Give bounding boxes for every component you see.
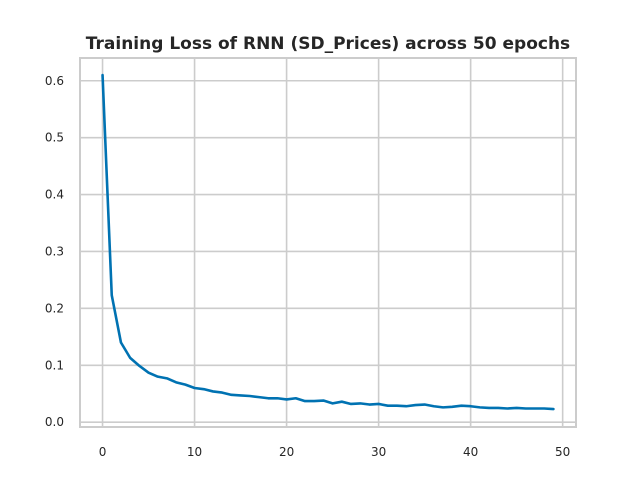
chart-title: Training Loss of RNN (SD_Prices) across … xyxy=(86,34,570,54)
y-tick-label: 0.2 xyxy=(45,301,64,315)
x-tick-label: 40 xyxy=(463,445,478,459)
y-tick-label: 0.1 xyxy=(45,358,64,372)
plot-frame xyxy=(79,57,577,428)
y-tick-label: 0.0 xyxy=(45,415,64,429)
x-tick-label: 20 xyxy=(279,445,294,459)
x-tick-label: 0 xyxy=(99,445,107,459)
y-tick-label: 0.4 xyxy=(45,188,64,202)
y-tick-label: 0.6 xyxy=(45,74,64,88)
axis-ticks: 0 10 20 30 40 50 0.0 0.1 0.2 0.3 0.4 0.5 0.6 xyxy=(45,74,570,459)
y-tick-label: 0.3 xyxy=(45,244,64,258)
training-loss-line xyxy=(101,73,555,411)
grid-lines xyxy=(80,58,576,427)
y-tick-label: 0.5 xyxy=(45,131,64,145)
x-tick-label: 50 xyxy=(555,445,570,459)
x-tick-label: 10 xyxy=(187,445,202,459)
x-tick-label: 30 xyxy=(371,445,386,459)
